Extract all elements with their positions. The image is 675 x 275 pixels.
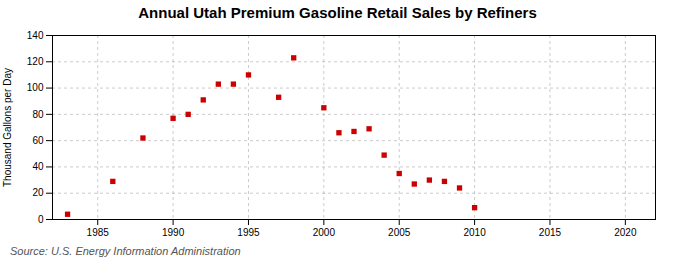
svg-text:2000: 2000 — [313, 227, 336, 238]
svg-text:20: 20 — [32, 187, 44, 198]
svg-text:80: 80 — [32, 109, 44, 120]
svg-text:40: 40 — [32, 161, 44, 172]
svg-text:2005: 2005 — [388, 227, 411, 238]
svg-text:Thousand Gallons per Day: Thousand Gallons per Day — [2, 68, 13, 187]
svg-text:0: 0 — [38, 214, 44, 225]
svg-text:1985: 1985 — [87, 227, 110, 238]
html-text:Annual Utah Premium Gasoline R: Annual Utah Premium Gasoline Retail Sale… — [138, 4, 537, 21]
svg-text:120: 120 — [27, 56, 44, 67]
svg-text:2010: 2010 — [463, 227, 486, 238]
svg-text:1990: 1990 — [162, 227, 185, 238]
svg-text:140: 140 — [27, 30, 44, 41]
svg-text:100: 100 — [27, 82, 44, 93]
svg-text:2015: 2015 — [539, 227, 562, 238]
svg-text:1995: 1995 — [237, 227, 260, 238]
svg-text:2020: 2020 — [614, 227, 637, 238]
svg-text:60: 60 — [32, 135, 44, 146]
html-text:Source: U.S. Energy Informatio: Source: U.S. Energy Information Administ… — [10, 245, 241, 257]
